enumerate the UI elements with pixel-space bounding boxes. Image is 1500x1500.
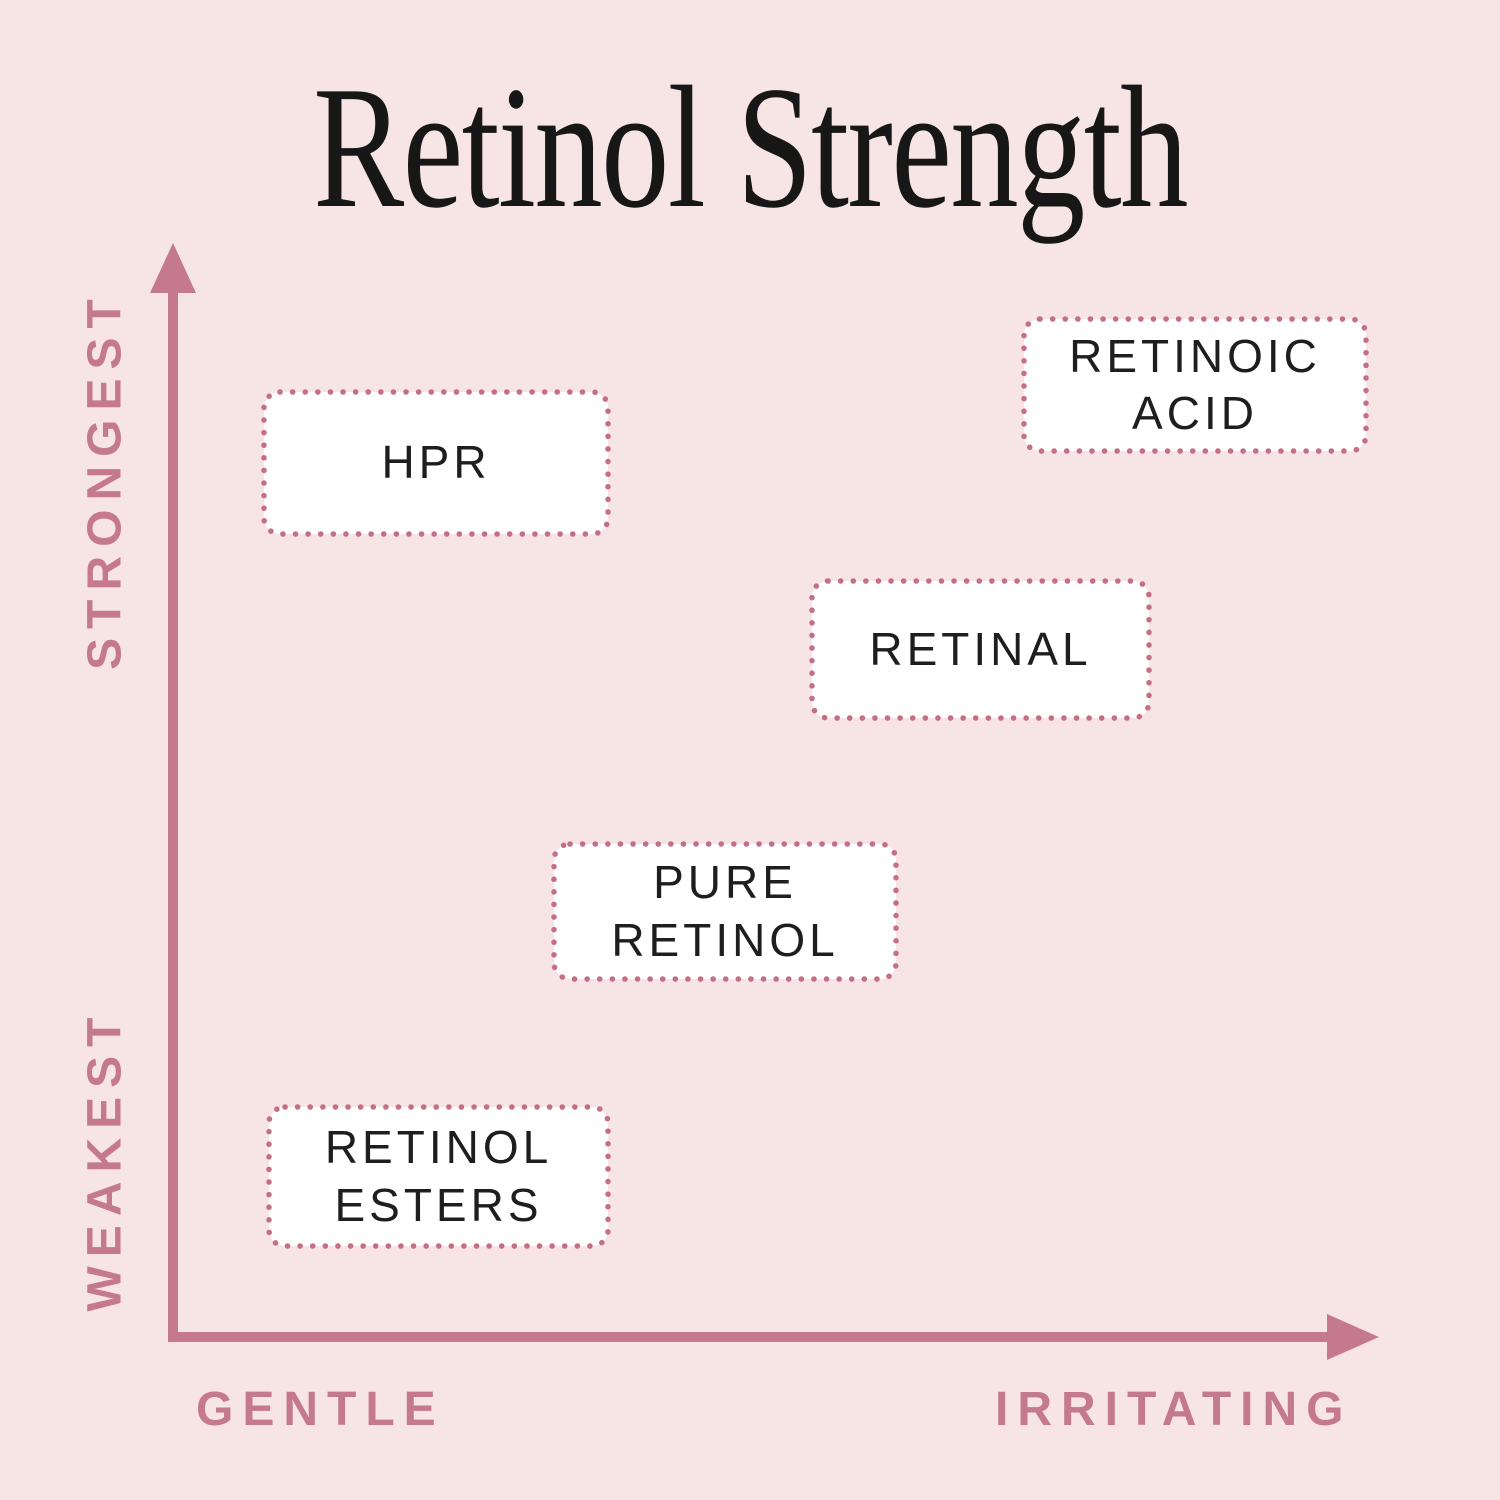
x-axis-label-irritating: IRRITATING	[995, 1383, 1353, 1436]
chart-point-pure-retinol: PURE RETINOL	[550, 840, 900, 983]
chart-point-label: HPR	[381, 436, 491, 489]
chart-point-hpr: HPR	[260, 388, 612, 538]
chart-point-label: RETINOIC ACID	[1069, 329, 1321, 439]
x-axis-line	[168, 1332, 1330, 1342]
chart-point-retinoic-acid: RETINOIC ACID	[1020, 315, 1370, 455]
y-axis-arrowhead-icon	[150, 243, 196, 293]
dotted-border-box	[261, 389, 611, 537]
chart-point-label: RETINAL	[869, 622, 1092, 675]
chart-point-label: PURE RETINOL	[611, 856, 839, 966]
chart-point-retinol-esters: RETINOL ESTERS	[265, 1103, 612, 1250]
y-axis-label-weakest: WEAKEST	[78, 1008, 132, 1312]
y-axis-label-strongest: STRONGEST	[78, 290, 132, 670]
chart-title: Retinol Strength	[313, 50, 1188, 244]
chart-point-label: RETINOL ESTERS	[324, 1121, 553, 1231]
x-axis-arrowhead-icon	[1327, 1314, 1379, 1360]
chart-point-retinal: RETINAL	[808, 577, 1153, 722]
dotted-border-box	[1021, 316, 1369, 454]
dotted-border-box	[266, 1104, 611, 1249]
x-axis-label-gentle: GENTLE	[196, 1383, 445, 1436]
dotted-border-box	[809, 578, 1152, 721]
dotted-border-box	[551, 841, 899, 982]
y-axis-line	[168, 283, 178, 1342]
